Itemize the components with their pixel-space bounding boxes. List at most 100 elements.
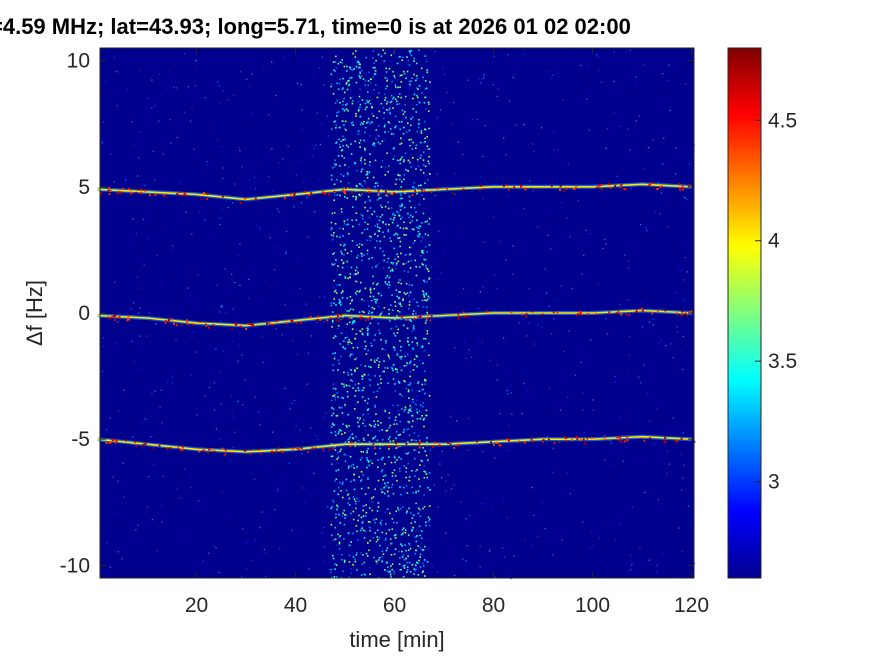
noise-speckle (368, 121, 370, 123)
background-speckle (136, 276, 138, 278)
background-speckle (301, 109, 303, 111)
noise-speckle (398, 413, 400, 416)
noise-speckle (378, 329, 380, 331)
noise-speckle (399, 218, 402, 220)
noise-speckle (388, 412, 391, 414)
noise-speckle (363, 254, 365, 256)
background-speckle (123, 496, 125, 498)
background-speckle (232, 308, 234, 310)
noise-speckle (376, 439, 379, 442)
background-speckle (582, 409, 584, 411)
trace-dot (550, 184, 553, 187)
noise-speckle (412, 492, 415, 494)
noise-speckle (333, 165, 336, 168)
noise-speckle (362, 474, 365, 476)
noise-speckle (377, 502, 380, 504)
y-tick-label: 5 (78, 176, 90, 199)
background-speckle (684, 244, 686, 246)
noise-speckle (403, 178, 405, 181)
background-speckle (389, 366, 392, 368)
noise-speckle (341, 59, 343, 61)
background-speckle (190, 374, 192, 376)
trace-dot (420, 189, 423, 192)
noise-speckle (392, 98, 394, 100)
background-speckle (194, 84, 197, 87)
background-speckle (190, 474, 193, 476)
noise-speckle (412, 97, 414, 100)
background-speckle (384, 282, 386, 284)
background-speckle (561, 539, 563, 541)
noise-speckle (366, 228, 369, 230)
background-speckle (614, 538, 616, 541)
trace-dot (373, 447, 376, 450)
background-speckle (160, 389, 162, 391)
background-speckle (479, 545, 481, 547)
noise-speckle (338, 138, 340, 141)
noise-speckle (351, 300, 353, 302)
noise-speckle (412, 108, 414, 110)
noise-speckle (351, 328, 354, 330)
noise-speckle (364, 108, 367, 111)
noise-speckle (388, 281, 390, 283)
noise-speckle (407, 59, 410, 62)
background-speckle (614, 375, 617, 377)
noise-speckle (331, 227, 333, 229)
noise-speckle (426, 145, 429, 147)
background-speckle (381, 185, 383, 187)
noise-speckle (396, 103, 398, 106)
background-speckle (154, 105, 156, 107)
noise-speckle (394, 335, 397, 337)
noise-speckle (407, 260, 410, 263)
noise-speckle (407, 555, 409, 557)
noise-speckle (401, 109, 404, 112)
trace-dot (317, 315, 320, 318)
noise-speckle (344, 337, 347, 339)
noise-speckle (330, 304, 333, 307)
noise-speckle (349, 308, 352, 311)
trace-dot (340, 317, 343, 320)
noise-speckle (423, 296, 426, 298)
noise-speckle (348, 438, 350, 440)
background-speckle (414, 403, 416, 405)
noise-speckle (421, 236, 424, 239)
noise-speckle (351, 219, 353, 222)
background-speckle (285, 251, 287, 253)
background-speckle (285, 252, 287, 255)
noise-speckle (409, 360, 412, 363)
noise-speckle (352, 195, 354, 198)
trace-dot (130, 193, 133, 195)
noise-speckle (412, 242, 415, 244)
noise-speckle (396, 100, 398, 103)
noise-speckle (342, 108, 344, 110)
noise-speckle (402, 531, 405, 534)
noise-speckle (367, 487, 370, 489)
background-speckle (161, 504, 163, 506)
noise-speckle (400, 205, 403, 208)
noise-speckle (413, 73, 415, 76)
noise-speckle (334, 289, 337, 292)
noise-speckle (395, 125, 397, 127)
noise-speckle (417, 234, 419, 236)
noise-speckle (364, 493, 367, 495)
noise-speckle (352, 100, 354, 102)
background-speckle (542, 298, 544, 300)
background-speckle (662, 163, 664, 165)
noise-speckle (390, 554, 393, 556)
noise-speckle (350, 379, 352, 382)
noise-speckle (343, 561, 346, 563)
noise-speckle (428, 148, 431, 150)
noise-speckle (331, 407, 333, 409)
noise-speckle (333, 163, 336, 165)
noise-speckle (361, 69, 363, 72)
background-speckle (646, 230, 648, 232)
noise-speckle (411, 329, 414, 332)
trace-dot (114, 319, 116, 322)
trace-dot (311, 447, 314, 450)
background-speckle (531, 486, 533, 489)
noise-speckle (362, 520, 364, 523)
background-speckle (306, 196, 308, 199)
x-tick-label: 100 (575, 594, 610, 617)
noise-speckle (398, 296, 401, 299)
background-speckle (617, 515, 619, 518)
noise-speckle (367, 91, 369, 93)
